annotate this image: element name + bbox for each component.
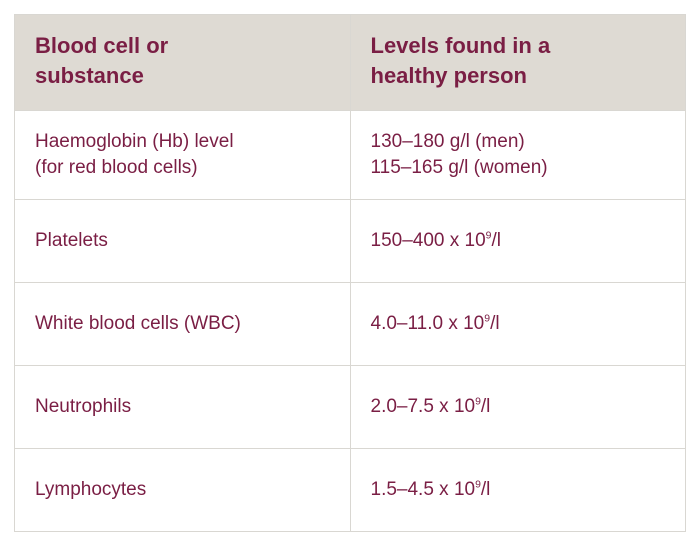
col-header-levels: Levels found in ahealthy person: [350, 15, 686, 111]
cell-levels: 4.0–11.0 x 109/l: [350, 282, 686, 365]
cell-substance: White blood cells (WBC): [15, 282, 351, 365]
cell-levels: 2.0–7.5 x 109/l: [350, 365, 686, 448]
table-row: Lymphocytes1.5–4.5 x 109/l: [15, 448, 686, 531]
col-header-substance-l1: Blood cell orsubstance: [35, 33, 168, 88]
table-row: White blood cells (WBC)4.0–11.0 x 109/l: [15, 282, 686, 365]
col-header-substance: Blood cell orsubstance: [15, 15, 351, 111]
cell-substance: Neutrophils: [15, 365, 351, 448]
table-row: Neutrophils2.0–7.5 x 109/l: [15, 365, 686, 448]
table-row: Haemoglobin (Hb) level(for red blood cel…: [15, 111, 686, 199]
blood-levels-table: Blood cell orsubstance Levels found in a…: [14, 14, 686, 532]
cell-levels: 150–400 x 109/l: [350, 199, 686, 282]
col-header-levels-l1: Levels found in ahealthy person: [371, 33, 551, 88]
cell-levels: 1.5–4.5 x 109/l: [350, 448, 686, 531]
table-header-row: Blood cell orsubstance Levels found in a…: [15, 15, 686, 111]
cell-levels: 130–180 g/l (men)115–165 g/l (women): [350, 111, 686, 199]
cell-substance: Lymphocytes: [15, 448, 351, 531]
cell-substance: Haemoglobin (Hb) level(for red blood cel…: [15, 111, 351, 199]
table-row: Platelets150–400 x 109/l: [15, 199, 686, 282]
table-body: Haemoglobin (Hb) level(for red blood cel…: [15, 111, 686, 531]
cell-substance: Platelets: [15, 199, 351, 282]
